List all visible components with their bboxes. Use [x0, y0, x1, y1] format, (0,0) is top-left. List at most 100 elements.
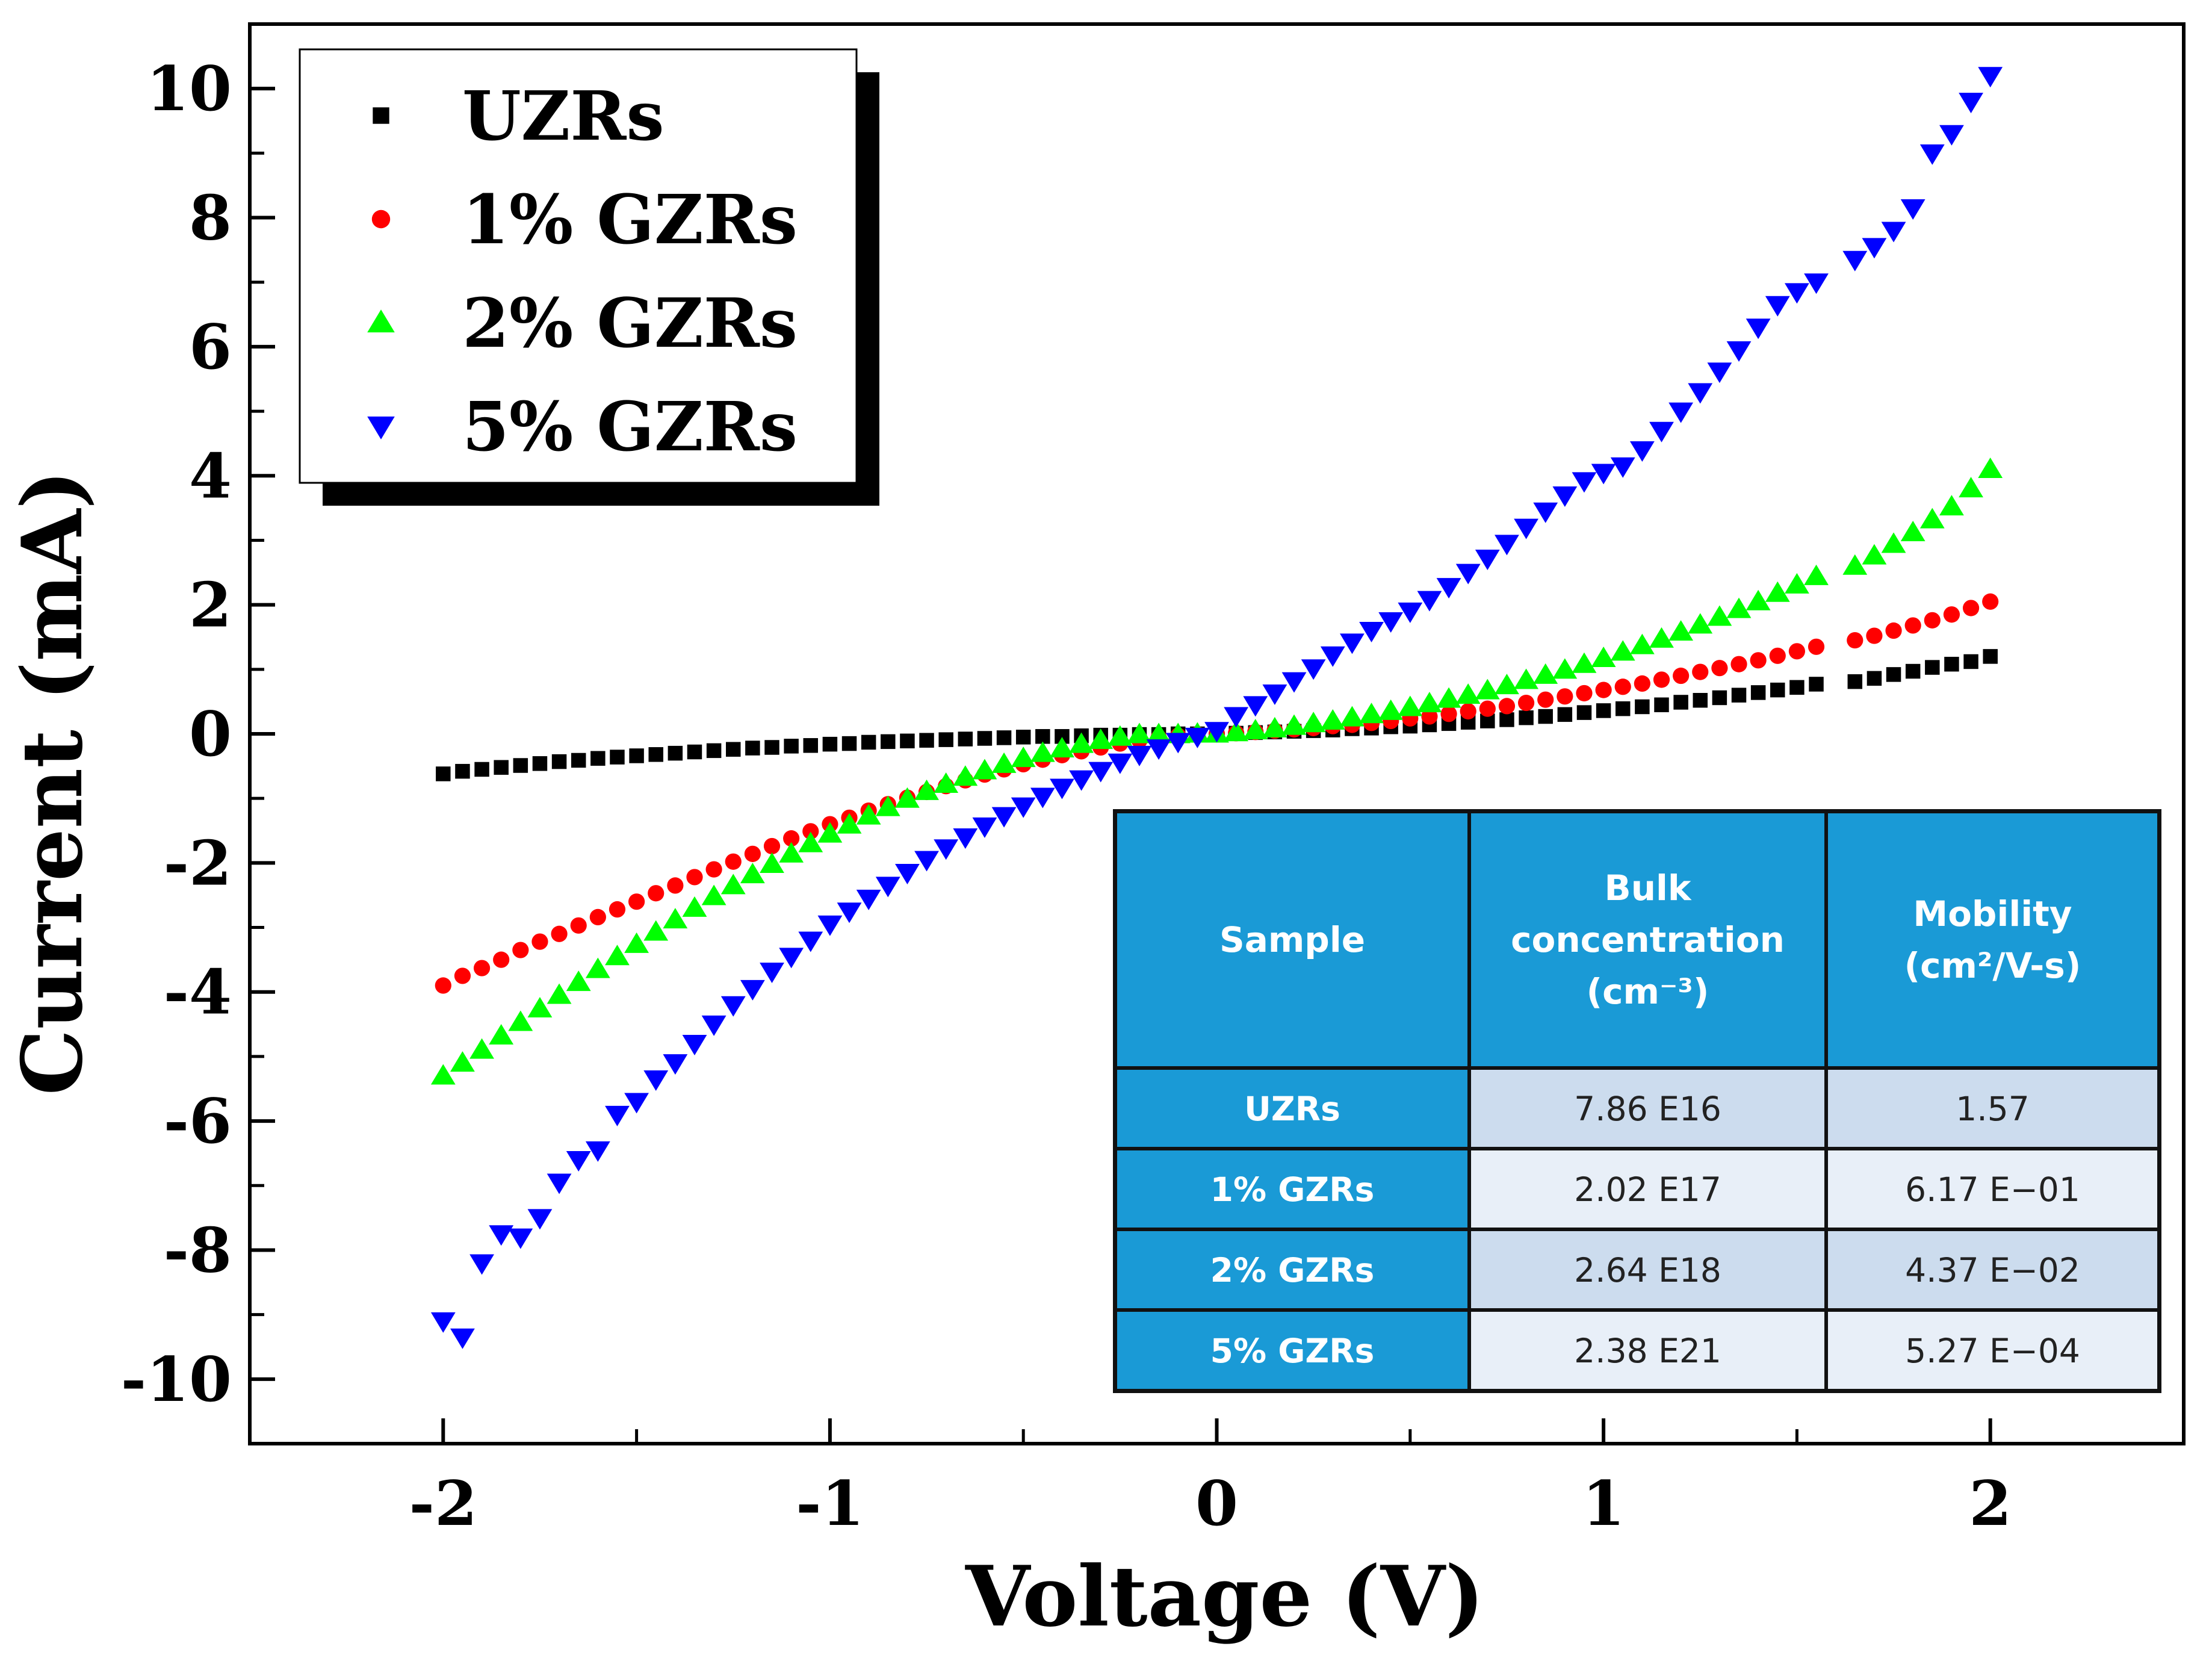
data-point — [817, 915, 843, 936]
data-point — [763, 837, 781, 855]
data-point — [1533, 502, 1558, 523]
data-point — [1789, 680, 1805, 695]
data-point — [551, 925, 568, 942]
data-point — [1224, 707, 1249, 728]
legend-label: 2% GZRs — [462, 284, 798, 363]
data-point — [1963, 654, 1978, 669]
data-point — [1030, 787, 1055, 809]
data-point — [760, 852, 784, 873]
data-point — [1011, 797, 1036, 818]
data-point — [609, 901, 626, 918]
data-point — [875, 795, 900, 816]
data-point — [1707, 605, 1732, 626]
table-cell — [1828, 1070, 2157, 1147]
data-point — [629, 748, 644, 763]
y-tick-label: 6 — [189, 311, 232, 383]
data-point — [682, 896, 707, 917]
data-point — [1262, 716, 1287, 737]
data-point — [1069, 770, 1094, 791]
data-point — [590, 751, 606, 766]
table-header-text: (cm⁻³) — [1587, 971, 1709, 1012]
y-tick-label: -8 — [164, 1214, 232, 1287]
data-point — [934, 839, 959, 860]
data-point — [1185, 727, 1210, 748]
y-tick-label: 10 — [146, 53, 232, 125]
series-2 — [430, 458, 2003, 1085]
data-point — [1765, 296, 1790, 317]
data-point — [1050, 778, 1074, 799]
data-point — [435, 977, 451, 994]
data-point — [779, 948, 804, 969]
data-point — [919, 733, 934, 748]
legend-box — [299, 48, 858, 484]
data-point — [489, 1024, 514, 1045]
data-point — [1900, 521, 1925, 542]
data-point — [914, 851, 939, 872]
data-point — [798, 831, 823, 852]
table-cell-value: 6.17 E−01 — [1905, 1170, 2080, 1209]
data-point — [450, 1328, 475, 1349]
data-point — [1905, 663, 1921, 679]
data-point — [1421, 708, 1438, 725]
data-point — [720, 874, 746, 895]
data-point — [643, 920, 669, 941]
legend-label: 5% GZRs — [462, 388, 798, 467]
data-point — [1069, 732, 1094, 753]
data-point — [1455, 683, 1481, 704]
legend-marker — [371, 210, 391, 229]
table-cell-value: 2.64 E18 — [1574, 1251, 1721, 1290]
data-point — [547, 983, 572, 1004]
data-point — [1479, 700, 1496, 717]
data-point — [508, 1010, 533, 1031]
table-cell — [1828, 1150, 2157, 1228]
data-point — [1654, 697, 1669, 713]
data-point — [648, 885, 665, 902]
data-point — [1436, 687, 1461, 708]
data-point — [513, 758, 528, 773]
table-row-label: 2% GZRs — [1210, 1251, 1375, 1290]
data-point — [1693, 693, 1708, 708]
data-point — [996, 730, 1012, 745]
data-point — [725, 853, 742, 870]
data-point — [1224, 721, 1249, 742]
data-point — [531, 933, 548, 950]
data-point — [1165, 733, 1191, 754]
data-point — [1808, 638, 1825, 655]
data-point — [1146, 739, 1171, 760]
table-cell-value: 2.02 E17 — [1574, 1170, 1721, 1209]
data-point — [784, 739, 799, 754]
data-point — [1127, 722, 1152, 743]
data-point — [1867, 671, 1882, 686]
data-point — [802, 823, 819, 840]
data-point — [1847, 632, 1863, 649]
data-point — [1847, 674, 1863, 689]
x-tick-label: 2 — [1969, 1468, 2012, 1540]
data-point — [527, 1209, 553, 1230]
data-point — [991, 752, 1017, 773]
data-point — [958, 731, 973, 747]
data-point — [1050, 737, 1074, 758]
data-point — [663, 908, 688, 929]
data-point — [1378, 612, 1404, 633]
data-point — [1688, 613, 1713, 634]
data-point — [1668, 620, 1694, 641]
data-point — [1939, 125, 1964, 146]
data-point — [1340, 706, 1365, 727]
legend-label: 1% GZRs — [462, 181, 798, 259]
table-header-text: Mobility — [1913, 893, 2072, 934]
y-tick-label: 4 — [189, 440, 232, 512]
data-point — [1127, 745, 1152, 766]
data-point — [1688, 383, 1713, 404]
data-point — [1842, 250, 1868, 272]
x-tick-label: -1 — [796, 1468, 864, 1540]
data-point — [473, 960, 491, 976]
data-point — [1552, 658, 1578, 679]
data-point — [798, 931, 823, 952]
legend-marker — [373, 107, 389, 124]
data-point — [1262, 684, 1287, 706]
data-point — [1108, 753, 1133, 774]
data-point — [1499, 712, 1514, 727]
data-point — [1730, 656, 1747, 672]
data-point — [1750, 652, 1767, 669]
data-point — [1707, 362, 1732, 383]
